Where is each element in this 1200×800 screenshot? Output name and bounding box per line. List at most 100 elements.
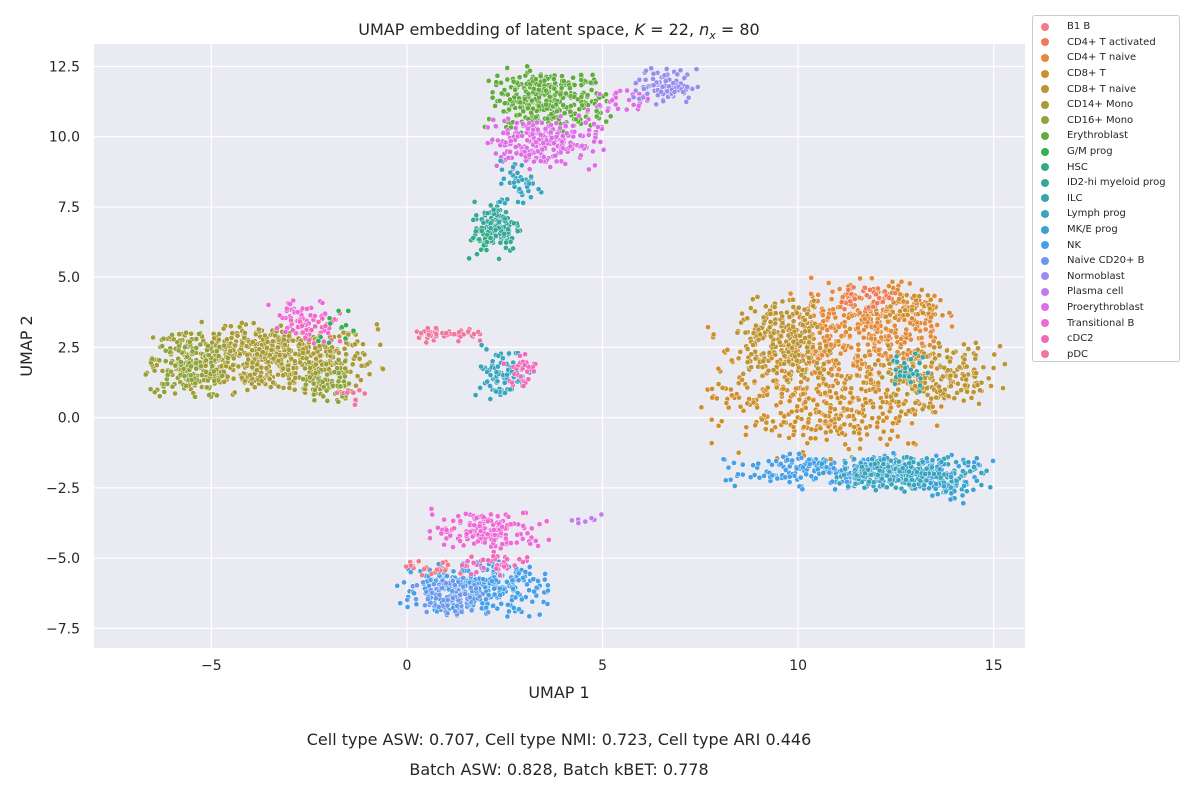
data-point [591, 121, 597, 127]
data-point [934, 491, 941, 498]
data-point [836, 366, 842, 373]
data-point [321, 338, 327, 345]
data-point [869, 415, 876, 422]
data-point [493, 79, 500, 86]
data-point [457, 518, 464, 524]
data-point [300, 349, 306, 356]
data-point [527, 540, 534, 547]
data-point [603, 91, 609, 98]
data-point [854, 353, 861, 359]
data-point [879, 410, 886, 417]
data-point [268, 346, 275, 353]
data-point [326, 339, 332, 346]
data-point [885, 342, 892, 349]
data-point [882, 325, 889, 332]
data-point [551, 85, 558, 92]
legend-label: Normoblast [1067, 270, 1125, 282]
data-point [487, 396, 494, 402]
legend-label: Transitional B [1067, 317, 1135, 329]
data-point [466, 594, 473, 601]
data-point [909, 307, 915, 313]
legend-item: MK/E prog [1041, 222, 1179, 238]
data-point [902, 365, 909, 371]
data-point [292, 370, 299, 377]
data-point [505, 226, 512, 233]
data-point [444, 573, 450, 579]
data-point [311, 397, 318, 404]
data-point [756, 393, 763, 399]
data-point [492, 103, 498, 109]
data-point [501, 215, 508, 222]
data-point [504, 196, 511, 203]
data-point [873, 311, 880, 317]
data-point [863, 292, 870, 299]
data-point [184, 353, 190, 360]
data-point [828, 366, 835, 373]
legend-marker [1041, 178, 1049, 187]
data-point [312, 323, 318, 330]
data-point [478, 363, 484, 370]
data-point [526, 613, 533, 620]
data-point [315, 338, 322, 344]
data-point [254, 361, 261, 368]
data-point [927, 333, 934, 340]
data-point [755, 326, 762, 333]
data-point [748, 364, 755, 371]
data-point [472, 228, 479, 235]
data-point [547, 129, 554, 136]
data-point [425, 596, 431, 603]
data-point [784, 377, 790, 384]
data-point [823, 400, 830, 406]
data-point [879, 374, 886, 381]
data-point [946, 310, 953, 316]
data-point [903, 292, 910, 298]
data-point [483, 247, 490, 253]
data-point [451, 331, 458, 338]
data-point [497, 239, 504, 246]
data-point [882, 350, 889, 357]
data-point [901, 360, 908, 366]
data-point [497, 198, 503, 205]
data-point [906, 460, 913, 467]
data-point [255, 326, 262, 333]
data-point [543, 87, 549, 94]
cluster-proerythroblast [484, 112, 607, 173]
data-point [873, 291, 879, 298]
data-point [237, 351, 243, 358]
data-point [814, 360, 820, 366]
legend-marker [1041, 69, 1049, 78]
cell-type-metrics: Cell type ASW: 0.707, Cell type NMI: 0.7… [306, 730, 812, 749]
data-point [939, 373, 946, 380]
data-point [921, 482, 928, 489]
data-point [514, 228, 521, 235]
data-point [793, 310, 800, 316]
data-point [802, 317, 808, 323]
data-point [866, 478, 872, 485]
data-point [539, 119, 545, 126]
data-point [904, 391, 911, 397]
legend-marker [1041, 272, 1049, 281]
data-point [520, 200, 527, 206]
data-point [902, 476, 909, 483]
data-point [781, 352, 788, 359]
data-point [469, 533, 476, 540]
data-point [731, 483, 738, 489]
data-point [536, 94, 542, 101]
data-point [922, 320, 928, 327]
data-point [790, 432, 797, 438]
data-point [507, 169, 514, 176]
legend-marker [1041, 241, 1049, 250]
data-point [963, 376, 970, 383]
data-point [211, 377, 218, 384]
data-point [750, 399, 757, 406]
data-point [502, 535, 509, 542]
data-point [752, 355, 759, 362]
data-point [494, 363, 501, 370]
data-point [976, 400, 982, 407]
data-point [908, 336, 914, 343]
data-point [653, 101, 660, 108]
legend-item: CD8+ T [1041, 66, 1179, 82]
data-point [725, 464, 732, 471]
legend-marker [1041, 116, 1049, 125]
data-point [423, 588, 430, 595]
